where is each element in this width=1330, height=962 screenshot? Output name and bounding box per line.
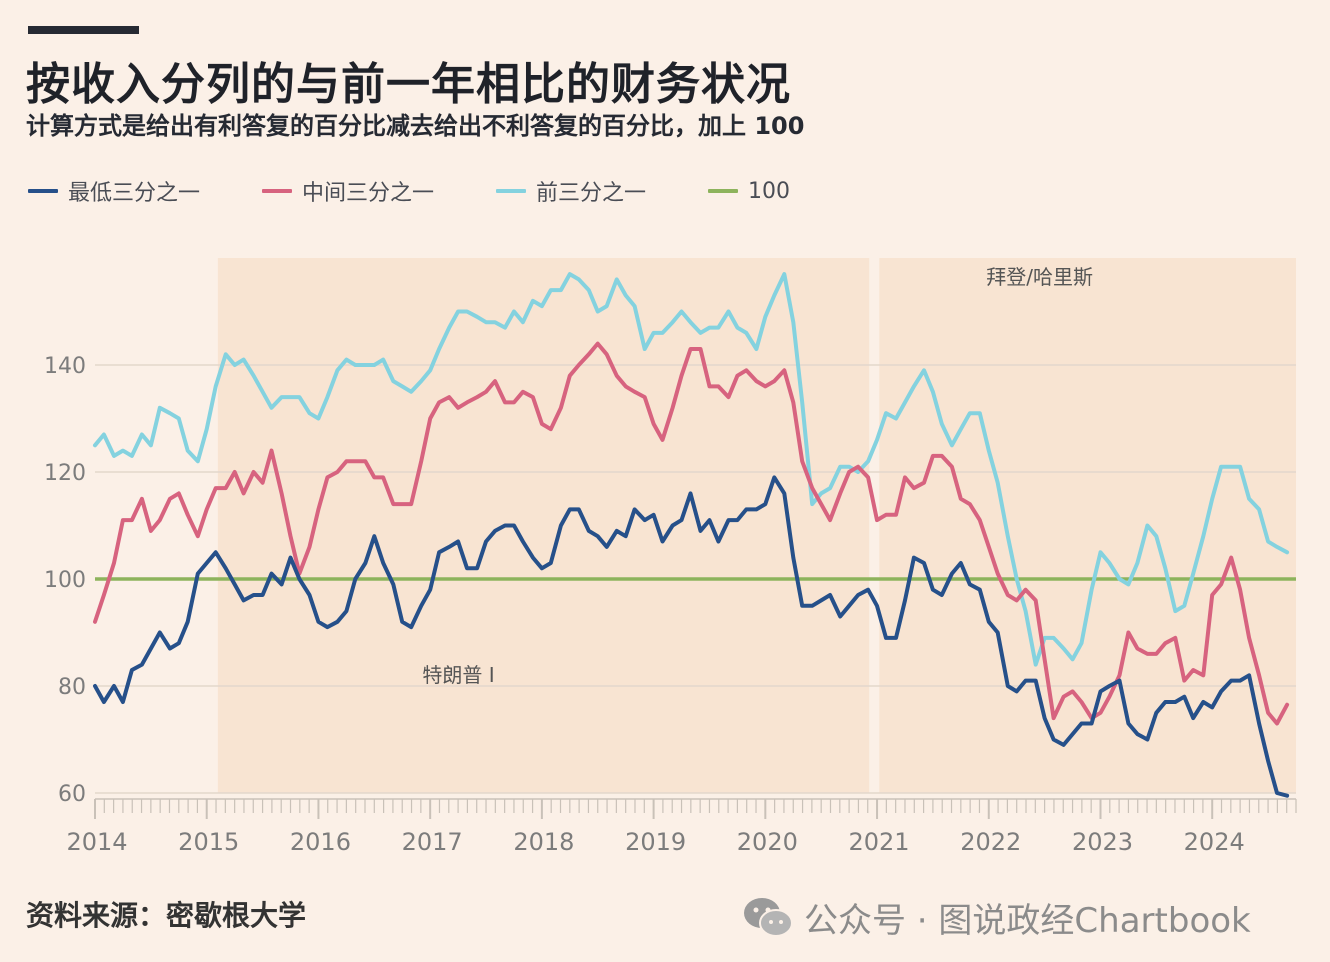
chart-subtitle: 计算方式是给出有利答复的百分比减去给出不利答复的百分比，加上 100: [26, 112, 805, 140]
x-tick-label-2016: 2016: [290, 828, 351, 856]
legend: 最低三分之一 中间三分之一 前三分之一 100: [28, 174, 852, 208]
legend-item-100: 100: [708, 179, 790, 204]
x-tick-label-2024: 2024: [1184, 828, 1245, 856]
header-rule: [28, 26, 139, 34]
x-tick-label-2019: 2019: [625, 828, 686, 856]
legend-item-low: 最低三分之一: [28, 175, 200, 207]
legend-item-middle: 中间三分之一: [262, 175, 434, 207]
legend-label-top: 前三分之一: [536, 181, 647, 206]
x-tick-label-2020: 2020: [737, 828, 798, 856]
chart-title: 按收入分列的与前一年相比的财务状况: [26, 59, 791, 110]
y-tick-label-140: 140: [44, 354, 86, 379]
watermark-text: 公众号 · 图说政经Chartbook: [804, 901, 1251, 941]
x-tick-label-2015: 2015: [178, 828, 239, 856]
x-tick-label-2017: 2017: [402, 828, 463, 856]
y-tick-label-80: 80: [58, 675, 86, 700]
legend-label-low: 最低三分之一: [68, 181, 201, 206]
series-line-top: [93, 272, 1290, 667]
legend-swatch-low: [28, 189, 58, 193]
line-chart: 60 80 100 120 140 2014 2015 2016 2017 2018 2019 202…: [44, 258, 1297, 856]
x-tick-label-2021: 2021: [849, 828, 910, 856]
shaded-period-1: [879, 258, 1296, 793]
series-line-middle: [93, 341, 1290, 726]
y-tick-label-100: 100: [44, 568, 86, 593]
period-label-trump: 特朗普 I: [422, 663, 494, 687]
legend-label-middle: 中间三分之一: [302, 181, 435, 206]
period-label-biden: 拜登/哈里斯: [986, 265, 1093, 289]
x-tick-label-2023: 2023: [1072, 828, 1133, 856]
x-tick-label-2018: 2018: [513, 828, 574, 856]
legend-label-100: 100: [748, 178, 791, 204]
wechat-icon: [744, 897, 793, 937]
x-tick-label-2014: 2014: [66, 828, 127, 856]
x-tick-label-2022: 2022: [960, 828, 1021, 856]
series-line-low: [93, 475, 1290, 798]
y-tick-label-60: 60: [58, 782, 86, 807]
legend-swatch-100: [708, 189, 739, 193]
legend-swatch-top: [496, 189, 527, 193]
y-tick-label-120: 120: [44, 461, 86, 486]
source-note: 资料来源：密歇根大学: [26, 899, 307, 932]
shaded-period-0: [217, 258, 870, 793]
legend-item-top: 前三分之一: [496, 175, 646, 207]
legend-swatch-middle: [262, 189, 293, 193]
watermark: 公众号 · 图说政经Chartbook: [742, 893, 1251, 942]
